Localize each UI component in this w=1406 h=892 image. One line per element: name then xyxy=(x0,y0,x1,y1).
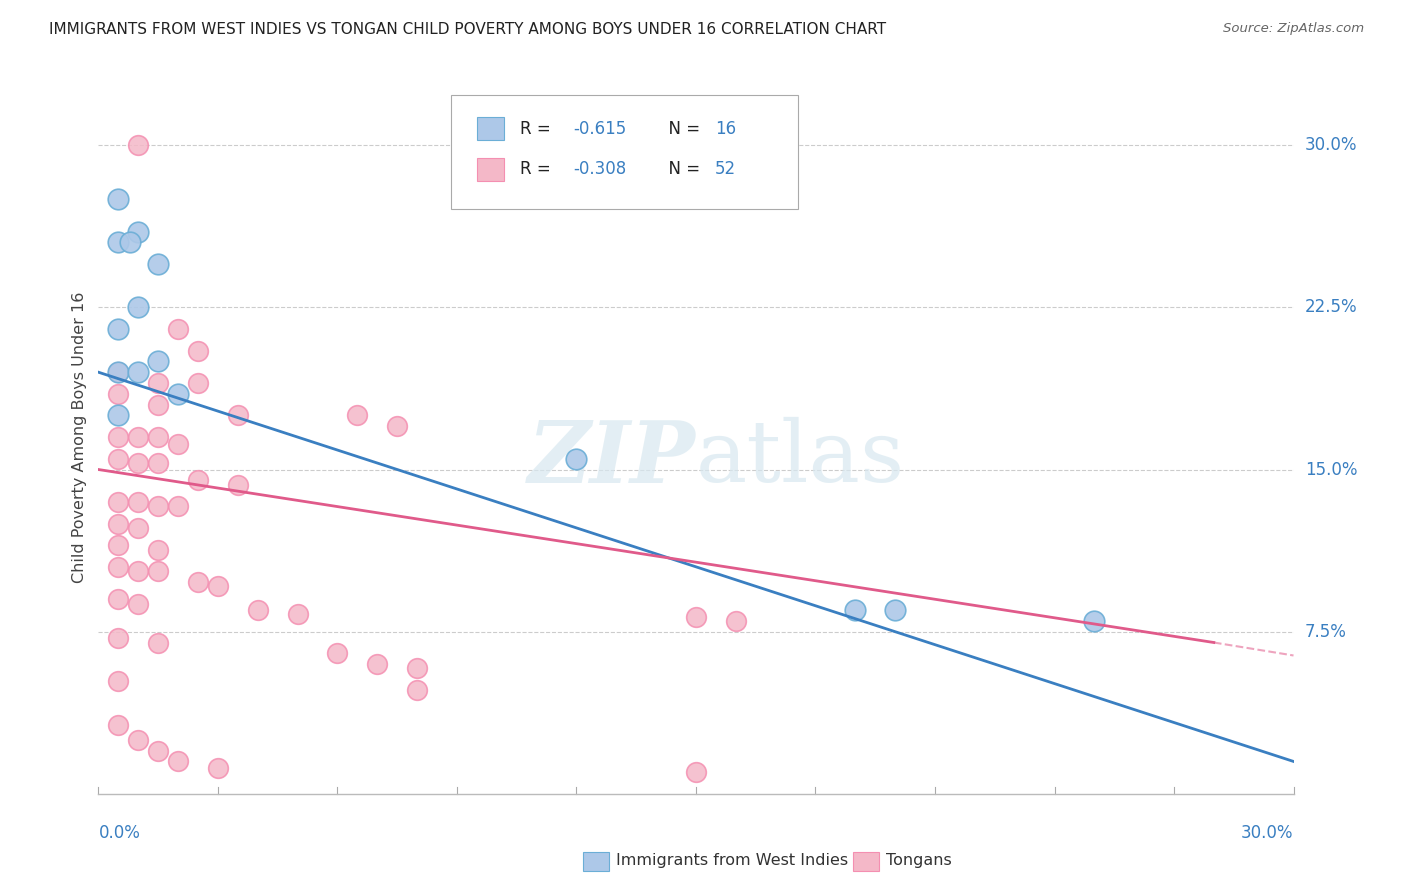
Point xyxy=(127,225,149,239)
Point xyxy=(127,365,149,379)
Point xyxy=(148,500,170,514)
Point xyxy=(107,631,129,645)
Text: 30.0%: 30.0% xyxy=(1241,824,1294,842)
Text: 22.5%: 22.5% xyxy=(1305,298,1357,317)
Point xyxy=(207,579,229,593)
Point xyxy=(148,398,170,412)
Point xyxy=(107,559,129,574)
Point xyxy=(366,657,388,672)
Point xyxy=(167,436,190,450)
Point xyxy=(107,451,129,466)
Point xyxy=(685,765,707,780)
Point xyxy=(207,761,229,775)
Text: N =: N = xyxy=(658,120,704,137)
Point xyxy=(148,376,170,390)
Point xyxy=(287,607,309,622)
Point xyxy=(107,409,129,423)
Text: N =: N = xyxy=(658,161,704,178)
Point xyxy=(127,138,149,153)
Point xyxy=(127,495,149,509)
Point xyxy=(107,516,129,531)
Text: Immigrants from West Indies: Immigrants from West Indies xyxy=(616,854,848,868)
Point xyxy=(148,744,170,758)
Point xyxy=(148,430,170,444)
Point xyxy=(148,542,170,557)
Point xyxy=(724,614,747,628)
Point xyxy=(406,661,429,675)
Text: R =: R = xyxy=(520,120,557,137)
Text: Source: ZipAtlas.com: Source: ZipAtlas.com xyxy=(1223,22,1364,36)
Text: -0.308: -0.308 xyxy=(572,161,626,178)
Point xyxy=(107,365,129,379)
Point xyxy=(148,354,170,368)
Point xyxy=(226,409,249,423)
Text: atlas: atlas xyxy=(696,417,905,500)
Point xyxy=(127,456,149,470)
Text: 0.0%: 0.0% xyxy=(98,824,141,842)
Point xyxy=(107,235,129,250)
Point xyxy=(107,538,129,552)
Point xyxy=(1083,614,1105,628)
Point xyxy=(107,365,129,379)
Point xyxy=(148,456,170,470)
Point xyxy=(167,755,190,769)
Point xyxy=(107,674,129,689)
Text: 52: 52 xyxy=(716,161,737,178)
Point xyxy=(127,732,149,747)
Text: -0.615: -0.615 xyxy=(572,120,626,137)
FancyBboxPatch shape xyxy=(451,95,797,209)
Point xyxy=(385,419,409,434)
Point xyxy=(187,376,209,390)
Point xyxy=(120,235,142,250)
Point xyxy=(127,430,149,444)
Point xyxy=(148,257,170,271)
Text: 7.5%: 7.5% xyxy=(1305,623,1347,640)
Point xyxy=(844,603,866,617)
Point xyxy=(685,609,707,624)
Text: 15.0%: 15.0% xyxy=(1305,460,1357,478)
Point xyxy=(406,683,429,698)
Text: 16: 16 xyxy=(716,120,737,137)
Y-axis label: Child Poverty Among Boys Under 16: Child Poverty Among Boys Under 16 xyxy=(72,292,87,582)
Text: 30.0%: 30.0% xyxy=(1305,136,1357,154)
Point xyxy=(127,301,149,315)
Point xyxy=(346,409,368,423)
Point xyxy=(326,646,349,660)
Point xyxy=(127,564,149,578)
Point xyxy=(187,473,209,487)
Bar xyxy=(477,158,503,181)
Point xyxy=(127,597,149,611)
Point xyxy=(107,322,129,336)
Text: R =: R = xyxy=(520,161,557,178)
Point xyxy=(107,592,129,607)
Point xyxy=(148,564,170,578)
Point xyxy=(246,603,269,617)
Point xyxy=(107,717,129,731)
Point xyxy=(187,343,209,358)
Point xyxy=(167,387,190,401)
Point xyxy=(127,521,149,535)
Point xyxy=(884,603,907,617)
Text: IMMIGRANTS FROM WEST INDIES VS TONGAN CHILD POVERTY AMONG BOYS UNDER 16 CORRELAT: IMMIGRANTS FROM WEST INDIES VS TONGAN CH… xyxy=(49,22,886,37)
Point xyxy=(107,495,129,509)
Bar xyxy=(477,118,503,140)
Point xyxy=(226,477,249,491)
Point xyxy=(565,451,588,466)
Text: Tongans: Tongans xyxy=(886,854,952,868)
Point xyxy=(107,430,129,444)
Point xyxy=(167,500,190,514)
Point xyxy=(187,574,209,589)
Point xyxy=(167,322,190,336)
Point xyxy=(148,635,170,649)
Point xyxy=(107,192,129,206)
Text: ZIP: ZIP xyxy=(529,417,696,500)
Point xyxy=(107,387,129,401)
